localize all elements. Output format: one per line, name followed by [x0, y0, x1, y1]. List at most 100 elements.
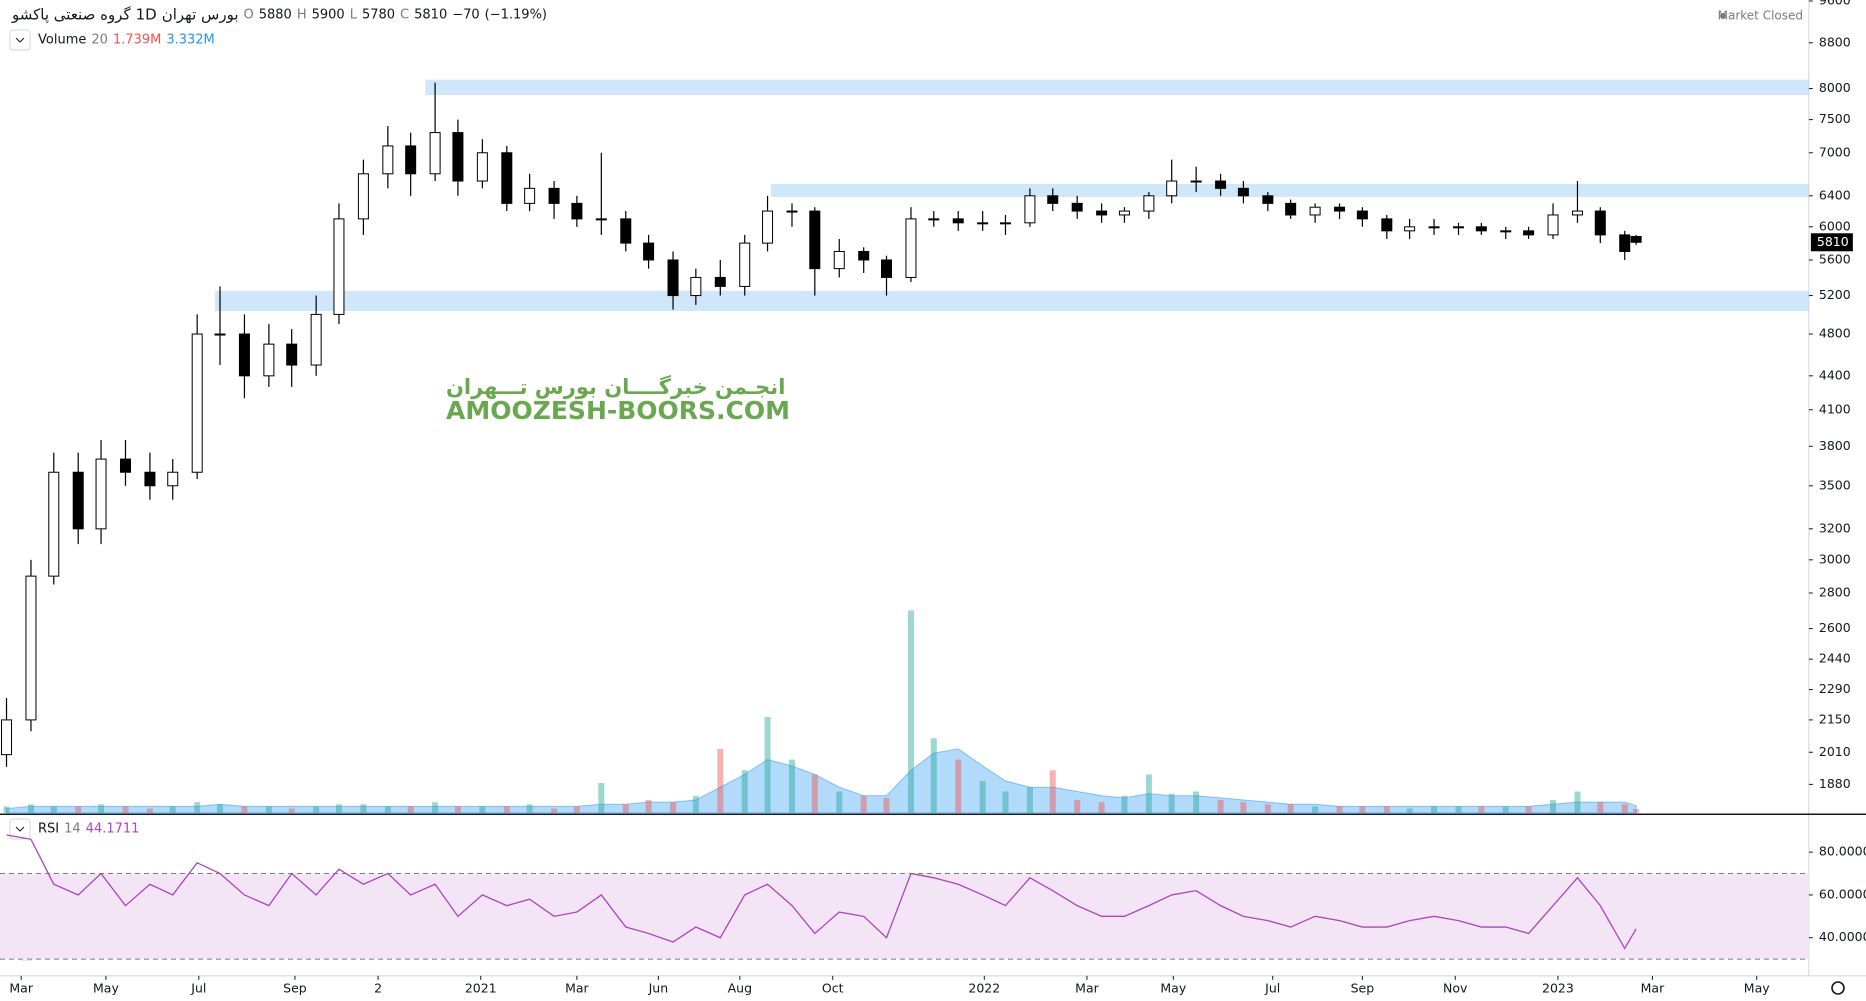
y-tick-label: 2010 — [1819, 744, 1851, 759]
volume-bar — [50, 806, 57, 813]
volume-bar — [907, 610, 914, 813]
volume-bar — [1217, 800, 1224, 813]
change-value: −70 — [452, 8, 479, 23]
volume-bar — [98, 804, 105, 813]
collapse-button[interactable] — [9, 29, 31, 51]
volume-bar — [503, 806, 510, 813]
volume-bar — [454, 806, 461, 813]
volume-bar — [860, 795, 867, 813]
candle-body — [1475, 226, 1487, 232]
volume-bar — [1168, 793, 1175, 813]
volume-bar — [265, 806, 272, 813]
volume-bar — [1287, 804, 1294, 813]
candle-body — [144, 471, 156, 487]
y-tick-label: 5600 — [1819, 251, 1851, 266]
x-tick-label: 2021 — [465, 980, 497, 995]
candle-body — [999, 222, 1011, 225]
candle-body — [1047, 195, 1059, 204]
candle-body — [238, 333, 250, 377]
y-tick-label: 2440 — [1819, 651, 1851, 666]
collapse-icon — [15, 37, 25, 43]
candle-body — [714, 276, 726, 287]
candle-body — [667, 259, 679, 297]
volume-bar — [27, 804, 34, 813]
candle-body — [167, 471, 179, 487]
candle-body — [1334, 206, 1346, 212]
candle-body — [1071, 202, 1083, 212]
volume-bar — [764, 716, 771, 813]
volume-bar — [288, 808, 295, 813]
candle-body — [429, 132, 441, 175]
high-value: 5900 — [312, 8, 345, 23]
volume-bar — [1406, 808, 1413, 813]
y-tick-label: 40.0000 — [1819, 929, 1866, 944]
volume-bar — [526, 804, 533, 813]
candle-body — [501, 152, 513, 204]
x-tick-label: Aug — [728, 980, 752, 995]
candle-body — [1215, 180, 1227, 189]
volume-bar — [1098, 802, 1105, 813]
candle-body — [1594, 210, 1606, 236]
collapse-button[interactable] — [9, 818, 31, 840]
volume-bar — [1026, 787, 1033, 813]
volume-bar — [1240, 802, 1247, 813]
y-tick-label: 3500 — [1819, 477, 1851, 492]
low-value: 5780 — [362, 8, 395, 23]
y-tick-label: 4800 — [1819, 326, 1851, 341]
candle-body — [1453, 226, 1465, 229]
volume-bar — [384, 806, 391, 813]
candle-body — [928, 218, 940, 221]
volume-bar — [146, 808, 153, 813]
volume-bar — [1312, 806, 1319, 813]
candle-body — [1190, 180, 1202, 183]
candle-body — [786, 210, 798, 213]
zone — [215, 290, 1809, 312]
volume-bar — [479, 806, 486, 813]
candle-body — [1, 719, 13, 756]
volume-bar — [75, 806, 82, 813]
x-tick-label: Sep — [283, 980, 307, 995]
x-tick-label: 2 — [374, 980, 382, 995]
candle-body — [1619, 234, 1631, 252]
volume-bar — [1574, 791, 1581, 813]
candle-body — [643, 242, 655, 261]
watermark-persian: انجـمن خبرگــــان بورس تـــهران — [446, 374, 785, 399]
last-price-box — [1810, 233, 1853, 252]
volume-bar — [788, 759, 795, 813]
volume-legend-name: Volume — [38, 33, 86, 48]
last-price-label: 5810 — [1817, 234, 1849, 249]
volume-bar — [551, 808, 558, 813]
candle-body — [191, 333, 203, 473]
x-tick-label: May — [93, 980, 119, 995]
candle-body — [214, 333, 226, 336]
volume-bar — [169, 806, 176, 813]
candle-body — [620, 218, 632, 244]
candle-body — [595, 218, 607, 221]
candle-body — [1547, 214, 1559, 236]
candle-body — [809, 210, 821, 270]
volume-bar — [692, 795, 699, 813]
x-tick-label: 2023 — [1542, 980, 1574, 995]
x-tick-label: Jul — [190, 980, 206, 995]
volume-bar — [216, 804, 223, 813]
volume-bar — [811, 774, 818, 813]
status-dot — [1720, 13, 1726, 19]
y-tick-label: 6400 — [1819, 187, 1851, 202]
y-tick-label: 7000 — [1819, 144, 1851, 159]
candle-body — [1523, 230, 1535, 236]
candle-body — [263, 343, 275, 377]
candle-body — [833, 250, 845, 270]
candle-body — [762, 210, 774, 244]
y-tick-label: 4100 — [1819, 401, 1851, 416]
candle-body — [382, 145, 394, 175]
volume-bar — [1359, 806, 1366, 813]
volume-bar — [1478, 806, 1485, 813]
rsi-line — [6, 834, 1637, 950]
settings-icon[interactable] — [1831, 981, 1845, 995]
zone — [425, 79, 1809, 96]
candle-body — [1285, 202, 1297, 216]
y-tick-label: 8000 — [1819, 80, 1851, 95]
volume-bar — [1550, 800, 1557, 813]
candle-body — [905, 218, 917, 278]
